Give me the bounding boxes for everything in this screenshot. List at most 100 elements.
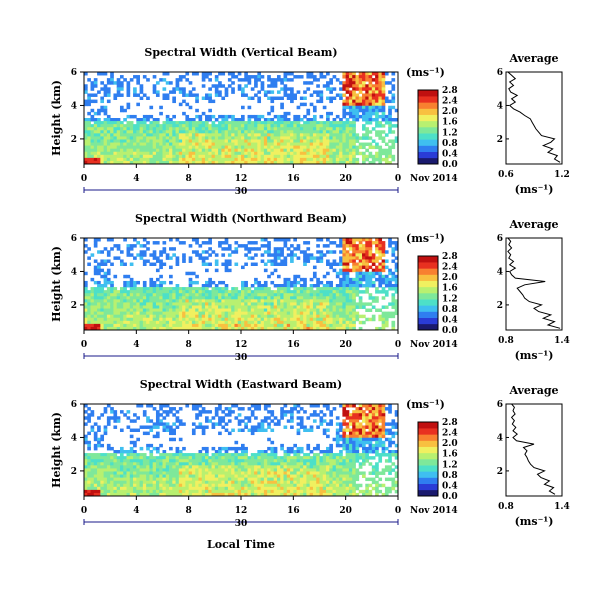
panel-3-heatmap-cell <box>159 484 163 487</box>
panel-1-heatmap-cell <box>176 130 180 133</box>
panel-3-heatmap-cell <box>264 487 268 490</box>
panel-3-heatmap-cell <box>208 410 212 413</box>
panel-1-heatmap-cell <box>267 149 271 152</box>
panel-2-colorbar-tick-label: 0.0 <box>442 326 458 336</box>
panel-3-heatmap-cell <box>244 487 248 490</box>
panel-2-heatmap-cell <box>355 293 359 296</box>
panel-1-heatmap-cell <box>156 155 160 158</box>
panel-3-heatmap-cell <box>133 478 137 481</box>
panel-2-heatmap-cell <box>234 312 238 315</box>
panel-2-heatmap-cell <box>176 309 180 312</box>
panel-3-heatmap-cell <box>87 441 91 444</box>
panel-1-heatmap-cell <box>208 100 212 103</box>
panel-1-heatmap-cell <box>163 133 167 136</box>
panel-2-heatmap-cell <box>146 321 150 324</box>
panel-3-heatmap-cell <box>130 471 134 474</box>
panel-1-heatmap-cell <box>87 124 91 127</box>
panel-2-heatmap-cell <box>297 281 301 284</box>
panel-3-heatmap-cell <box>163 465 167 468</box>
panel-3-heatmap-cell <box>215 468 219 471</box>
panel-1-heatmap-cell <box>94 121 98 124</box>
panel-2-heatmap-cell <box>107 253 111 256</box>
panel-2-heatmap-cell <box>104 315 108 318</box>
panel-1-heatmap-cell <box>267 158 271 161</box>
panel-1-heatmap-cell <box>369 109 373 112</box>
panel-3-heatmap-cell <box>100 459 104 462</box>
panel-2-heatmap-cell <box>218 318 222 321</box>
panel-3-heatmap-cell <box>143 490 147 493</box>
panel-2-heatmap-cell <box>143 296 147 299</box>
panel-2-heatmap-cell <box>172 315 176 318</box>
panel-1-heatmap-cell <box>198 136 202 139</box>
panel-1-heatmap-cell <box>297 152 301 155</box>
panel-1-heatmap-cell <box>287 112 291 115</box>
panel-2-heatmap-cell <box>127 324 131 327</box>
panel-1-heatmap-cell <box>87 130 91 133</box>
panel-1-heatmap-cell <box>143 121 147 124</box>
panel-2-heatmap-cell <box>323 275 327 278</box>
panel-1-heatmap-cell <box>169 136 173 139</box>
panel-1-heatmap-cell <box>208 78 212 81</box>
panel-1-heatmap-cell <box>218 90 222 93</box>
panel-1-heatmap-cell <box>176 139 180 142</box>
panel-1-heatmap-cell <box>163 72 167 75</box>
panel-3-heatmap-cell <box>182 465 186 468</box>
panel-2-heatmap-cell <box>372 263 376 266</box>
panel-1-heatmap-cell <box>320 115 324 118</box>
panel-2-heatmap-cell <box>212 318 216 321</box>
panel-2-heatmap-cell <box>346 299 350 302</box>
panel-1-heatmap-cell <box>146 149 150 152</box>
panel-2-heatmap-cell <box>100 263 104 266</box>
panel-2-heatmap-cell <box>339 309 343 312</box>
panel-2-heatmap-cell <box>329 263 333 266</box>
panel-2-heatmap-cell <box>264 293 268 296</box>
panel-3-heatmap-cell <box>261 425 265 428</box>
panel-3-heatmap-cell <box>143 453 147 456</box>
panel-2-heatmap-cell <box>110 287 114 290</box>
panel-1-heatmap-cell <box>91 149 95 152</box>
panel-1-heatmap-cell <box>143 146 147 149</box>
panel-1-colorbar-tick-label: 2.4 <box>442 97 458 107</box>
panel-2-heatmap-cell <box>290 256 294 259</box>
panel-1-heatmap-cell <box>267 146 271 149</box>
panel-1-heatmap-cell <box>153 121 157 124</box>
panel-1-heatmap-cell <box>375 72 379 75</box>
panel-1-heatmap-cell <box>378 78 382 81</box>
panel-2-heatmap-cell <box>369 250 373 253</box>
panel-2-heatmap-cell <box>261 287 265 290</box>
panel-3-heatmap-cell <box>192 459 196 462</box>
panel-3-heatmap-cell <box>221 447 225 450</box>
panel-3-heatmap-cell <box>140 475 144 478</box>
panel-2-heatmap-cell <box>303 278 307 281</box>
panel-3-heatmap-cell <box>97 438 101 441</box>
panel-2-heatmap-cell <box>182 241 186 244</box>
panel-2-heatmap-cell <box>316 296 320 299</box>
panel-2-heatmap-cell <box>280 302 284 305</box>
panel-1-heatmap-cell <box>388 109 392 112</box>
panel-2-heatmap-cell <box>136 315 140 318</box>
panel-3-heatmap-cell <box>179 481 183 484</box>
panel-1-heatmap-cell <box>225 155 229 158</box>
panel-2-heatmap-cell <box>208 293 212 296</box>
panel-2-heatmap-cell <box>378 284 382 287</box>
panel-2-heatmap-cell <box>365 272 369 275</box>
panel-2-heatmap-cell <box>159 309 163 312</box>
panel-2-heatmap-cell <box>202 256 206 259</box>
panel-1-heatmap-cell <box>153 152 157 155</box>
panel-2-heatmap-cell <box>277 284 281 287</box>
panel-1-heatmap-cell <box>382 75 386 78</box>
panel-1-heatmap-cell <box>179 75 183 78</box>
panel-1-heatmap-cell <box>104 130 108 133</box>
panel-1-heatmap-cell <box>280 118 284 121</box>
panel-2-heatmap-cell <box>339 318 343 321</box>
panel-2-heatmap-cell <box>130 290 134 293</box>
panel-1-heatmap-cell <box>244 124 248 127</box>
panel-1-heatmap-cell <box>274 149 278 152</box>
panel-1-heatmap-cell <box>136 121 140 124</box>
panel-1-heatmap-cell <box>355 78 359 81</box>
panel-2-heatmap-cell <box>172 296 176 299</box>
panel-1-heatmap-cell <box>270 143 274 146</box>
panel-2-heatmap-cell <box>127 253 131 256</box>
panel-2-heatmap-cell <box>153 305 157 308</box>
panel-1-heatmap-cell <box>264 158 268 161</box>
